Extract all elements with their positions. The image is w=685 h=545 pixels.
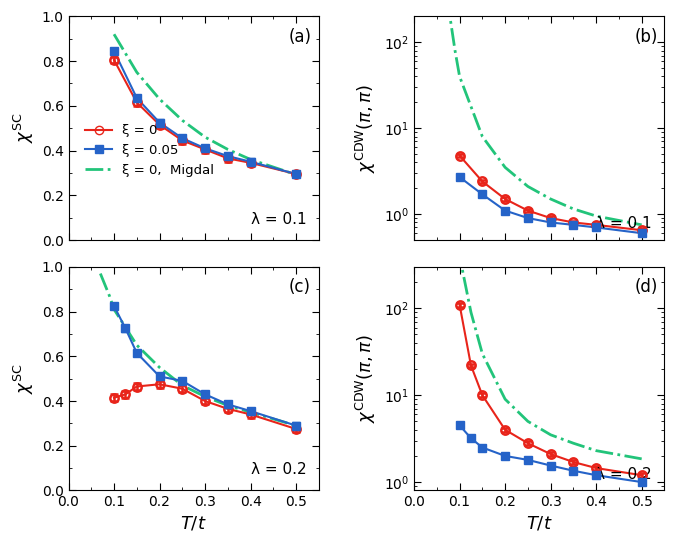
Text: λ = 0.2: λ = 0.2 (597, 467, 652, 482)
Text: λ = 0.1: λ = 0.1 (597, 216, 652, 231)
Text: λ = 0.2: λ = 0.2 (251, 462, 306, 477)
Y-axis label: $\chi^{\rm CDW}(\pi,\pi)$: $\chi^{\rm CDW}(\pi,\pi)$ (354, 83, 378, 173)
Y-axis label: $\chi^{\rm SC}$: $\chi^{\rm SC}$ (12, 113, 36, 143)
X-axis label: $T/t$: $T/t$ (526, 515, 553, 533)
Legend: ξ = 0, ξ = 0.05, ξ = 0,  Migdal: ξ = 0, ξ = 0.05, ξ = 0, Migdal (80, 119, 220, 182)
Text: (c): (c) (289, 278, 311, 296)
Text: λ = 0.1: λ = 0.1 (251, 211, 306, 227)
Y-axis label: $\chi^{\rm SC}$: $\chi^{\rm SC}$ (12, 364, 36, 394)
Text: (b): (b) (634, 28, 658, 46)
Text: (d): (d) (634, 278, 658, 296)
Text: (a): (a) (289, 28, 312, 46)
Y-axis label: $\chi^{\rm CDW}(\pi,\pi)$: $\chi^{\rm CDW}(\pi,\pi)$ (354, 334, 378, 423)
X-axis label: $T/t$: $T/t$ (180, 515, 207, 533)
